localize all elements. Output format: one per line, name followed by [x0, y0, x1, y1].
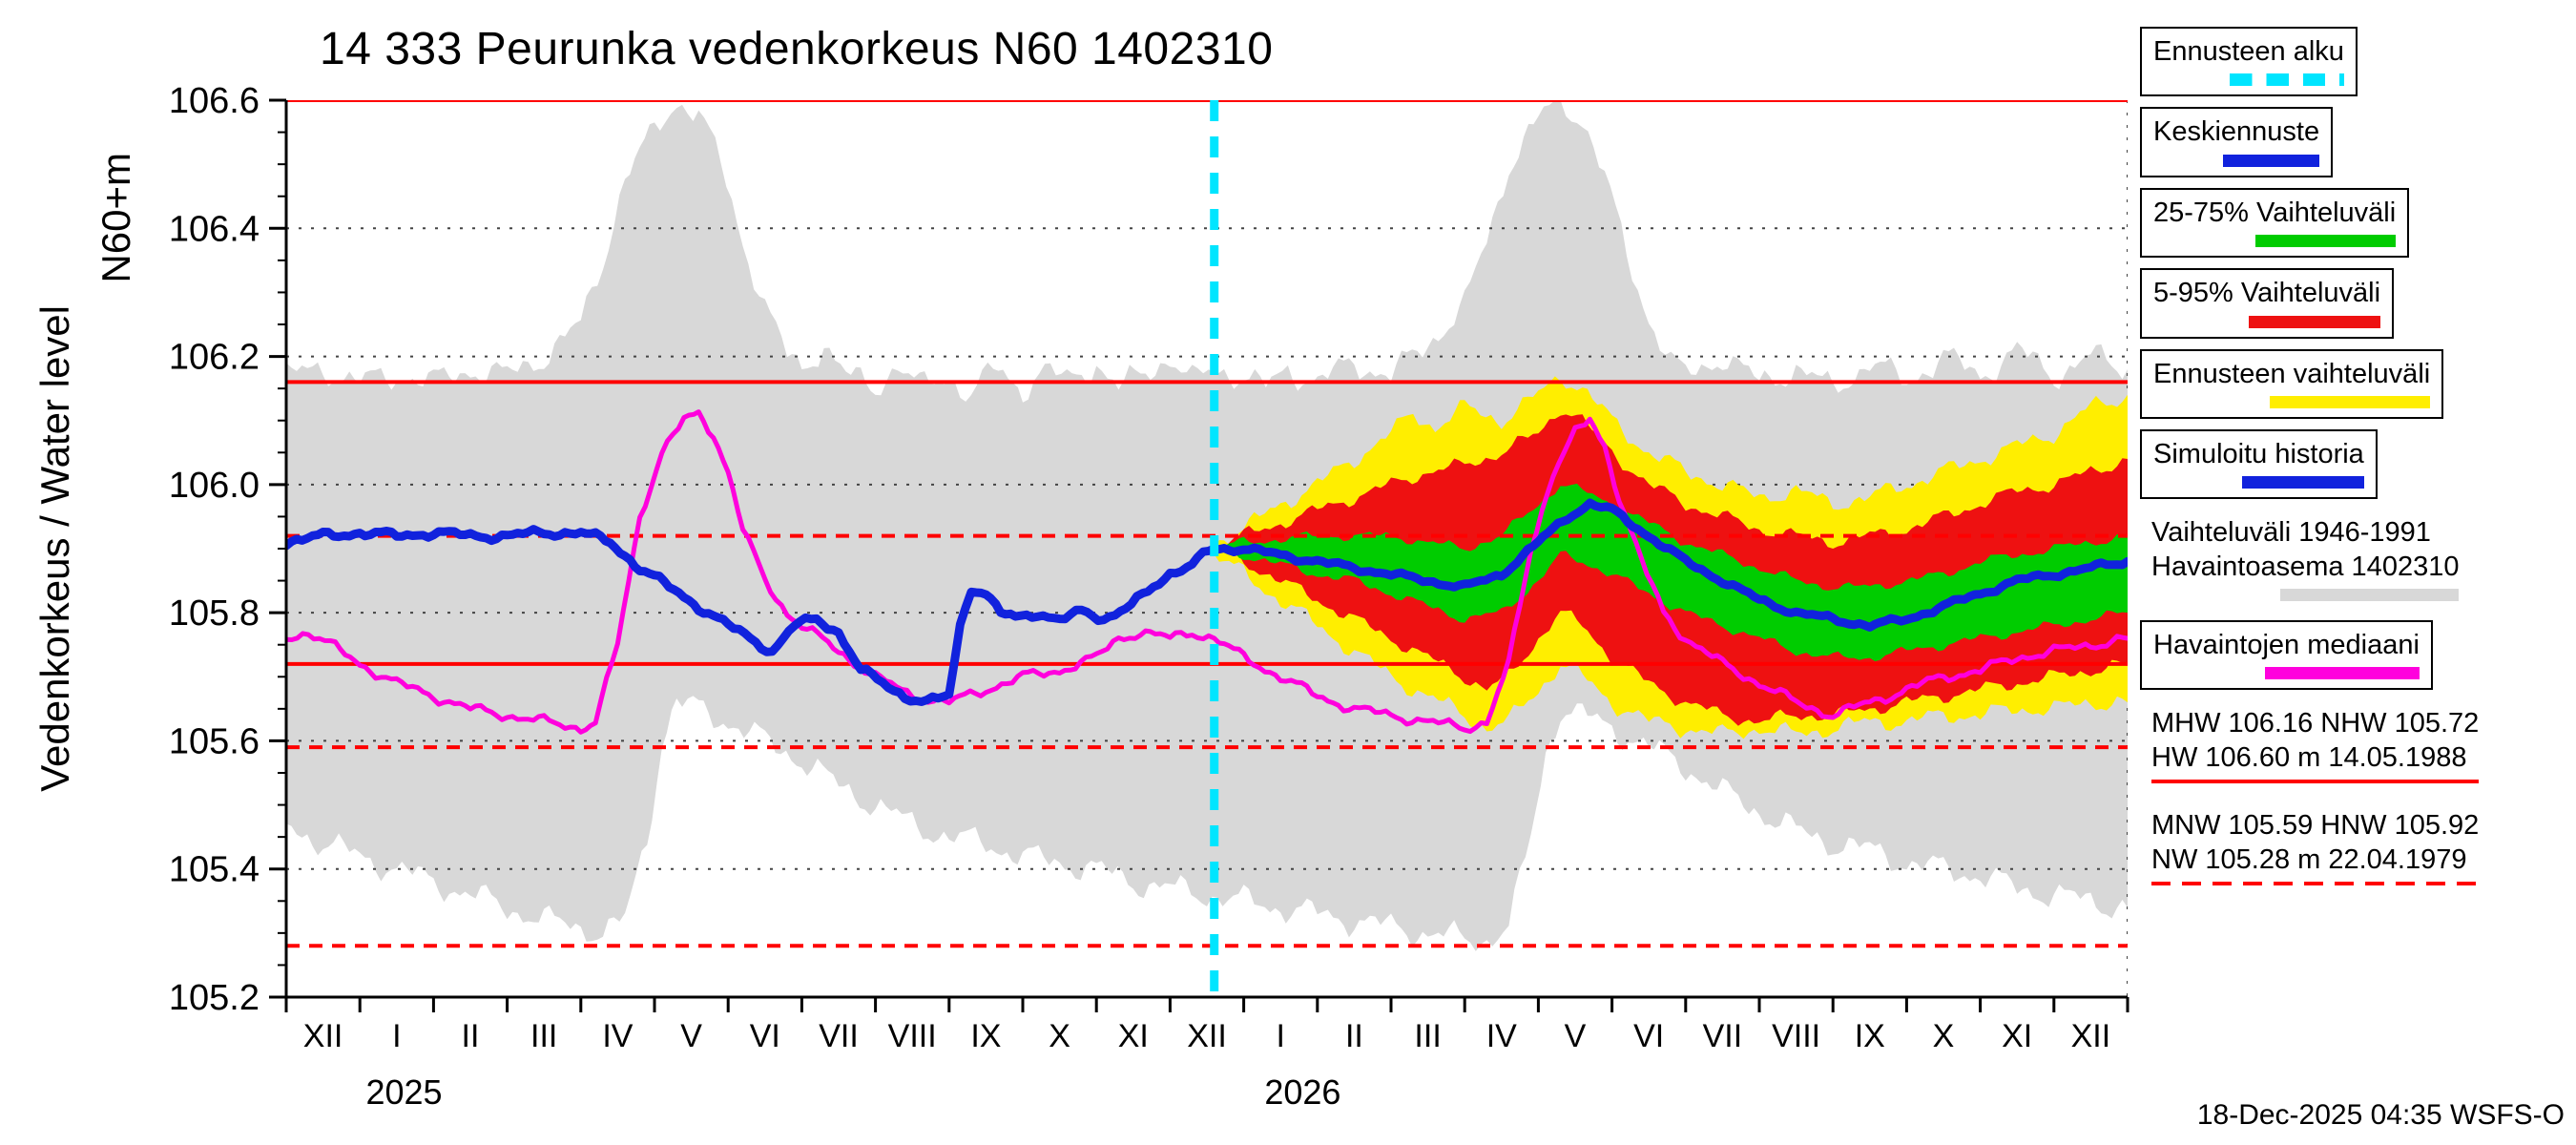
legend-swatch-keskiennuste: [2223, 154, 2320, 167]
y-tick-label: 105.6: [169, 721, 260, 761]
y-tick-label: 106.0: [169, 466, 260, 506]
legend-swatch-vaihteluvali-1946-1991: [2280, 589, 2460, 601]
legend-swatch-mhw-hw: [2151, 780, 2480, 784]
x-tick-label: IV: [602, 1018, 633, 1054]
legend-swatch-mnw-nw: [2151, 881, 2480, 885]
legend-label: HW 106.60 m 14.05.1988: [2151, 741, 2467, 773]
legend-item-ennusteen-alku: Ennusteen alku: [2140, 27, 2358, 97]
x-tick-label: X: [1933, 1018, 1955, 1054]
y-tick-label: 106.6: [169, 81, 260, 121]
legend-label: 25-75% Vaihteluväli: [2153, 197, 2397, 228]
legend-label: 5-95% Vaihteluväli: [2153, 278, 2381, 309]
x-tick-label: III: [530, 1018, 557, 1054]
y-tick-label: 105.4: [169, 850, 260, 890]
keskiennuste-line: [1210, 498, 2128, 632]
legend-label: Vaihteluväli 1946-1991: [2151, 517, 2431, 549]
x-tick-label: I: [1276, 1018, 1284, 1054]
x-tick-label: XII: [303, 1018, 343, 1054]
x-tick-label: XII: [2071, 1018, 2111, 1054]
legend-label: Havaintoasema 1402310: [2151, 551, 2460, 582]
x-tick-label: IV: [1486, 1018, 1517, 1054]
legend-label: Simuloitu historia: [2153, 438, 2364, 469]
legend-item-keskiennuste: Keskiennuste: [2140, 107, 2334, 177]
y-tick-label: 105.8: [169, 593, 260, 634]
legend-label: MHW 106.16 NHW 105.72: [2151, 708, 2480, 739]
x-tick-label: X: [1049, 1018, 1070, 1054]
simuloitu-historia-line: [286, 525, 1219, 706]
y-tick-label: 105.2: [169, 978, 260, 1018]
x-tick-label: VII: [819, 1018, 859, 1054]
year-label: 2026: [1264, 1072, 1340, 1112]
legend-item-havaintojen-mediaani: Havaintojen mediaani: [2140, 620, 2433, 691]
y-tick-label: 106.2: [169, 338, 260, 378]
x-tick-label: VIII: [888, 1018, 937, 1054]
legend-item-vaihteluvali-25-75: 25-75% Vaihteluväli: [2140, 187, 2410, 259]
legend-label: MNW 105.59 HNW 105.92: [2151, 810, 2480, 842]
x-tick-label: VII: [1703, 1018, 1743, 1054]
x-tick-label: V: [1565, 1018, 1587, 1054]
year-label: 2025: [365, 1072, 442, 1112]
legend-item-mhw-hw: MHW 106.16 NHW 105.72 HW 106.60 m 14.05.1…: [2140, 700, 2491, 793]
gray-band: [286, 100, 2128, 951]
x-tick-label: XI: [1118, 1018, 1149, 1054]
legend-swatch-ennusteen-alku: [2229, 73, 2344, 87]
x-tick-label: XII: [1187, 1018, 1227, 1054]
legend-item-vaihteluvali-5-95: 5-95% Vaihteluväli: [2140, 268, 2395, 339]
legend-label: Keskiennuste: [2153, 116, 2320, 148]
x-tick-label: II: [462, 1018, 480, 1054]
legend-item-vaihteluvali-1946-1991: Vaihteluväli 1946-1991 Havaintoasema 1402…: [2140, 510, 2471, 610]
legend-item-simuloitu-historia: Simuloitu historia: [2140, 428, 2378, 500]
legend-item-ennusteen-vaihteluvali: Ennusteen vaihteluväli: [2140, 348, 2444, 419]
plot-series-group: [286, 100, 2128, 997]
x-tick-label: I: [392, 1018, 401, 1054]
legend-swatch-simuloitu-historia: [2241, 476, 2364, 489]
havaintojen-mediaani-line: [286, 409, 2128, 735]
x-tick-label: XI: [2002, 1018, 2032, 1054]
x-tick-label: V: [680, 1018, 702, 1054]
legend-label: Ennusteen vaihteluväli: [2153, 358, 2431, 389]
legend-swatch-ennusteen-vaihteluvali: [2269, 395, 2431, 408]
legend-swatch-vaihteluvali-25-75: [2254, 235, 2397, 248]
x-tick-label: VI: [1633, 1018, 1664, 1054]
x-tick-label: II: [1345, 1018, 1363, 1054]
timestamp: 18-Dec-2025 04:35 WSFS-O: [2196, 1099, 2565, 1131]
legend: Ennusteen alku Keskiennuste 25-75% Vaihtel…: [2140, 27, 2571, 894]
legend-label: NW 105.28 m 22.04.1979: [2151, 843, 2467, 875]
legend-label: Havaintojen mediaani: [2153, 630, 2420, 660]
legend-item-mnw-nw: MNW 105.59 HNW 105.92 NW 105.28 m 22.04.1…: [2140, 802, 2491, 894]
legend-swatch-vaihteluvali-5-95: [2248, 315, 2381, 328]
x-tick-label: IX: [970, 1018, 1001, 1054]
x-tick-label: IX: [1855, 1018, 1885, 1054]
x-tick-label: VIII: [1772, 1018, 1820, 1054]
x-tick-label: III: [1414, 1018, 1441, 1054]
legend-swatch-havaintojen-mediaani: [2265, 667, 2420, 680]
chart-title: 14 333 Peurunka vedenkorkeus N60 1402310: [320, 24, 1274, 74]
y-tick-label: 106.4: [169, 209, 260, 249]
x-tick-label: VI: [750, 1018, 780, 1054]
legend-label: Ennusteen alku: [2153, 36, 2344, 67]
